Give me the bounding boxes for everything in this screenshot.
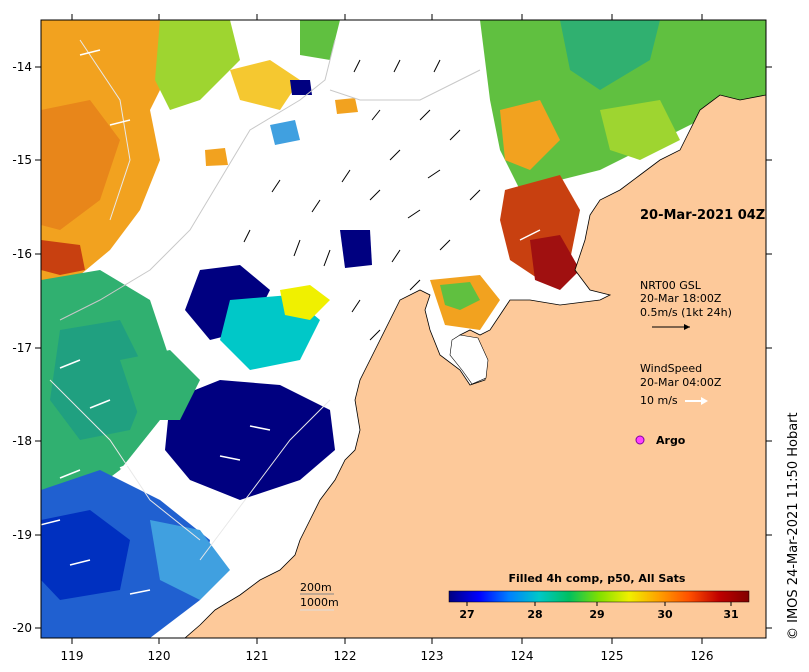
- map-frame: [40, 19, 767, 639]
- colorbar-tick-label: 30: [657, 608, 673, 621]
- x-tick-label: 121: [246, 649, 269, 663]
- map-timestamp: 20-Mar-2021 04Z: [640, 208, 765, 223]
- colorbar-title: Filled 4h comp, p50, All Sats: [509, 572, 686, 585]
- colorbar-ticks: [466, 602, 732, 606]
- bathy-legend-1000m: 1000m: [300, 596, 339, 609]
- wind-label: WindSpeed: [640, 362, 702, 375]
- wind-scale-label: 10 m/s: [640, 394, 678, 407]
- y-tick-label: -18: [12, 434, 32, 448]
- wind-arrowhead-icon: [701, 397, 708, 405]
- currents-arrowhead-icon: [684, 324, 690, 330]
- argo-marker-icon: [635, 435, 645, 445]
- x-tick-label: 120: [148, 649, 171, 663]
- x-tick-label: 123: [421, 649, 444, 663]
- y-tick-label: -14: [12, 60, 32, 74]
- x-axis: [71, 14, 703, 644]
- colorbar-tick-label: 29: [589, 608, 604, 621]
- y-tick-label: -15: [12, 153, 32, 167]
- argo-label: Argo: [656, 434, 686, 447]
- colorbar-tick-label: 27: [459, 608, 474, 621]
- currents-time: 20-Mar 18:00Z: [640, 292, 722, 305]
- x-tick-label: 125: [601, 649, 624, 663]
- colorbar-tick-label: 28: [527, 608, 542, 621]
- imos-credit: © IMOS 24-Mar-2021 11:50 Hobart: [786, 412, 801, 640]
- y-axis: [35, 66, 772, 629]
- x-tick-label: 119: [61, 649, 84, 663]
- land-australia: [184, 20, 766, 638]
- colorbar-tick-label: 31: [723, 608, 738, 621]
- y-tick-label: -19: [12, 528, 32, 542]
- x-tick-label: 124: [511, 649, 534, 663]
- wind-vectors: [41, 49, 541, 595]
- currents-source: NRT00 GSL: [640, 279, 702, 292]
- y-tick-label: -17: [12, 341, 32, 355]
- y-tick-label: -16: [12, 247, 32, 261]
- x-tick-label: 122: [334, 649, 357, 663]
- current-vectors: [243, 59, 481, 341]
- colorbar: [448, 590, 750, 603]
- wind-time: 20-Mar 04:00Z: [640, 376, 722, 389]
- sst-field: [41, 20, 766, 638]
- bay-inlet: [449, 334, 489, 385]
- y-tick-label: -20: [12, 621, 32, 635]
- bathymetry-contours: [59, 39, 481, 321]
- x-tick-label: 126: [691, 649, 714, 663]
- bathy-legend-200m: 200m: [300, 581, 332, 594]
- map-plot-area: [41, 20, 766, 638]
- currents-scale-label: 0.5m/s (1kt 24h): [640, 306, 732, 319]
